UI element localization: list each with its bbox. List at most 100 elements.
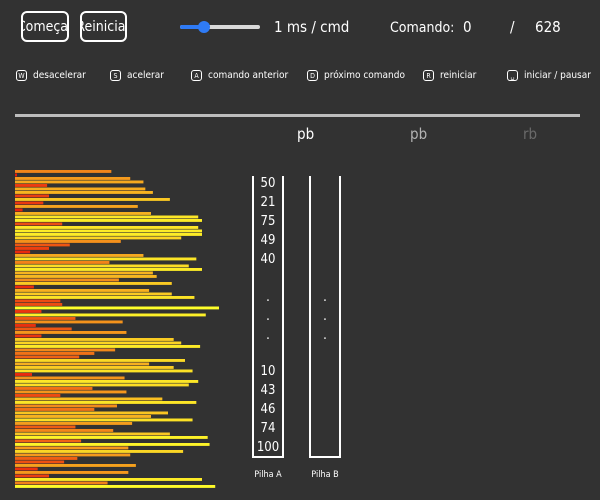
operation-next: pb [410, 125, 428, 143]
value-bar [15, 296, 195, 299]
speed-slider-thumb[interactable] [198, 21, 210, 33]
stack-b-ellipsis: . [323, 309, 327, 324]
value-bar [15, 394, 61, 397]
value-bar [15, 303, 63, 306]
value-bar [15, 422, 133, 425]
value-bar [15, 457, 78, 460]
stack-a-value: 46 [260, 402, 276, 417]
shortcut-slow-down: W desacelerar [16, 70, 86, 81]
value-bar [15, 390, 127, 394]
command-separator: / [510, 18, 515, 36]
divider [15, 114, 580, 117]
stack-a-value: 74 [260, 421, 276, 436]
value-bar [15, 222, 63, 226]
stack-a-ellipsis: . [266, 309, 270, 324]
shortcut-label: próximo comando [324, 70, 405, 81]
value-bar [15, 418, 193, 422]
value-bar [15, 264, 189, 268]
value-bar [15, 327, 72, 331]
start-button[interactable]: Começar [21, 11, 69, 42]
value-bar [15, 236, 182, 240]
value-bar [15, 387, 93, 390]
speed-readout: 1 ms / cmd [274, 18, 350, 36]
value-bar [15, 460, 65, 464]
key-space-icon: ␣ [507, 70, 518, 81]
value-bar [15, 177, 131, 180]
value-bar [15, 464, 136, 467]
value-bar [15, 443, 210, 446]
value-bar [15, 481, 108, 485]
value-bar [15, 306, 219, 310]
value-bar [15, 268, 202, 271]
value-bar [15, 373, 32, 376]
value-bar [15, 184, 48, 187]
value-bar [15, 180, 144, 184]
stack-b-ellipsis: . [323, 290, 327, 305]
value-bar [15, 471, 129, 474]
value-bar [15, 397, 163, 401]
stack-b-label: Pilha B [311, 470, 339, 480]
value-bar [15, 191, 153, 194]
stack-a-value: 10 [260, 364, 276, 379]
value-bar [15, 201, 44, 205]
key-d-icon: D [307, 70, 318, 81]
value-bar [15, 352, 95, 355]
value-bar [15, 341, 182, 345]
value-bar [15, 376, 125, 380]
shortcut-label: reiniciar [440, 70, 477, 81]
speed-slider[interactable] [180, 21, 260, 33]
value-bar [15, 320, 123, 324]
key-r-icon: R [423, 70, 434, 81]
speed-slider-track[interactable] [180, 25, 260, 29]
value-bar [15, 215, 199, 219]
value-bar [15, 348, 116, 352]
value-bar [15, 345, 201, 348]
command-total: 628 [535, 18, 561, 36]
value-bar [15, 198, 170, 201]
value-bar [15, 331, 127, 334]
value-bar [15, 485, 216, 488]
value-bar [15, 212, 151, 215]
value-bar [15, 425, 76, 429]
stack-b-ellipsis: . [323, 328, 327, 343]
value-bar [15, 254, 144, 257]
value-bar [15, 366, 174, 369]
value-bar [15, 380, 199, 383]
key-s-icon: S [110, 70, 121, 81]
value-bar [15, 383, 189, 387]
reset-button[interactable]: Reiniciar [80, 11, 127, 42]
value-bar [15, 317, 76, 320]
value-bar [15, 408, 95, 411]
operation-current: pb [297, 125, 315, 143]
shortcut-next-command: D próximo comando [307, 70, 405, 81]
key-w-icon: W [16, 70, 27, 81]
value-bar [15, 257, 197, 261]
value-bar [15, 219, 202, 222]
value-bar [15, 324, 36, 327]
keyboard-shortcuts: W desacelerar S acelerar A comando anter… [0, 70, 600, 86]
stack-a-ellipsis: . [266, 290, 270, 305]
value-bar [15, 310, 42, 313]
value-bar [15, 173, 17, 177]
value-bar [15, 285, 34, 289]
value-bar [15, 208, 23, 212]
key-a-icon: A [191, 70, 202, 81]
value-bar [15, 194, 49, 198]
value-bar [15, 247, 49, 250]
shortcut-speed-up: S acelerar [110, 70, 164, 81]
value-bar [15, 446, 129, 450]
value-bar [15, 233, 202, 236]
value-bar [15, 299, 61, 303]
stack-a-value: 49 [260, 233, 276, 248]
value-bar [15, 432, 170, 436]
value-bar [15, 439, 82, 443]
stack-a-value: 50 [260, 176, 276, 191]
value-bar [15, 362, 150, 366]
stack-a-label: Pilha A [254, 470, 282, 480]
value-bar [15, 453, 131, 457]
value-bar [15, 334, 42, 338]
value-bar [15, 436, 208, 439]
value-bar [15, 355, 80, 359]
stack-a-value: 40 [260, 252, 276, 267]
value-bar [15, 240, 121, 243]
